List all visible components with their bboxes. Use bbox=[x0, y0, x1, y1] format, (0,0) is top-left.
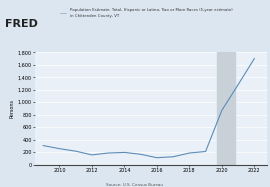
Text: Population Estimate, Total, Hispanic or Latino, Two or More Races (5-year estima: Population Estimate, Total, Hispanic or … bbox=[70, 8, 233, 18]
Text: —: — bbox=[59, 10, 66, 16]
Y-axis label: Persons: Persons bbox=[10, 99, 15, 118]
Bar bbox=[217, 52, 235, 165]
Text: FRED: FRED bbox=[5, 19, 38, 29]
Text: Source: U.S. Census Bureau: Source: U.S. Census Bureau bbox=[106, 183, 164, 187]
